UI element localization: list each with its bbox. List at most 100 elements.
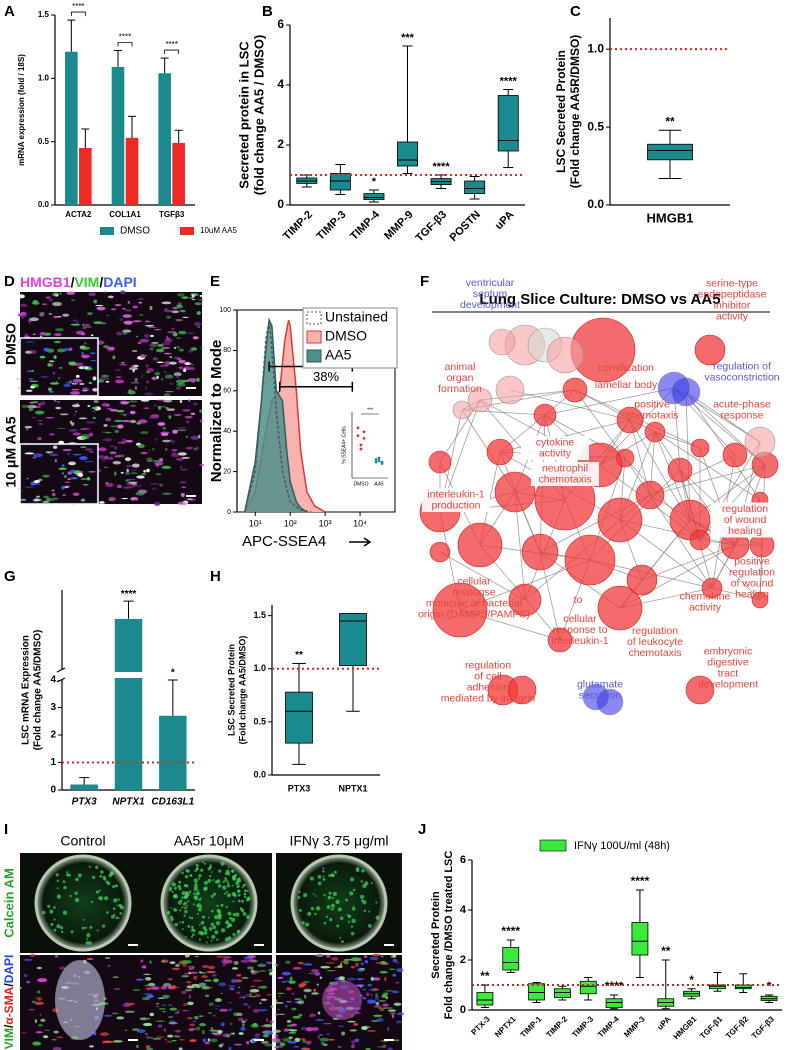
x-tick-label: NPTX1 [112, 797, 145, 808]
cell [224, 877, 227, 880]
cell [310, 906, 315, 911]
cell [176, 345, 180, 349]
cell [293, 1045, 300, 1048]
cell [365, 1048, 371, 1050]
panel-letter: F [420, 273, 429, 290]
cell [146, 994, 154, 999]
cell [197, 325, 201, 329]
cell [143, 973, 151, 976]
cell [32, 498, 40, 502]
cell [225, 905, 228, 909]
cell [107, 295, 114, 299]
cell [248, 995, 257, 998]
cell [144, 1033, 149, 1035]
cell [140, 431, 149, 434]
x-tick-label: MMP-9 [382, 209, 416, 243]
cell [179, 348, 184, 352]
x-tick-label: TGFβ3 [159, 210, 185, 219]
cell [183, 914, 186, 917]
cell [184, 906, 187, 910]
x-axis-arrow [349, 537, 372, 547]
cell [314, 912, 317, 916]
cell [203, 862, 207, 865]
cell [223, 880, 226, 883]
cell [130, 381, 140, 384]
box [647, 143, 693, 161]
cell [355, 962, 359, 967]
cell [123, 320, 133, 325]
y-axis-label: (Fold change AA5/DMSO) [33, 630, 44, 751]
gate-label: 38% [313, 369, 339, 384]
cell [59, 292, 62, 295]
cell [124, 1002, 129, 1004]
cell [239, 996, 246, 999]
x-tick-label: TGF-β1 [698, 1014, 725, 1041]
cell [259, 963, 264, 966]
cell [156, 399, 167, 401]
cell [176, 304, 183, 309]
term-label: regulation [729, 566, 775, 578]
cell [179, 399, 183, 404]
cell [161, 301, 172, 305]
cell [180, 366, 183, 370]
cell [263, 1030, 272, 1032]
cell [112, 1040, 123, 1043]
cell [363, 955, 368, 958]
cell [382, 1003, 389, 1007]
cell [100, 870, 104, 874]
network-node [546, 336, 584, 374]
cell [181, 896, 184, 899]
cell [298, 890, 301, 894]
x-tick-label: TIMP-1 [519, 1014, 544, 1039]
cell [226, 872, 231, 876]
cell [174, 922, 179, 927]
cell [307, 911, 312, 916]
cell [186, 1017, 194, 1020]
cell [202, 1038, 206, 1043]
term-label: chemotaxis [538, 473, 591, 485]
y-tick-label: 0 [460, 1004, 466, 1016]
cell [159, 483, 164, 487]
cell [66, 871, 69, 874]
cell [70, 323, 81, 326]
cell [120, 905, 124, 910]
cell [135, 335, 139, 338]
cell [238, 885, 241, 888]
cell [215, 1007, 218, 1010]
cell [285, 1000, 292, 1003]
cell [177, 884, 181, 889]
cell [166, 315, 172, 319]
cell [154, 438, 158, 441]
cell [382, 1044, 387, 1048]
x-axis-label: APC-SSEA4 [242, 533, 326, 550]
data-point [380, 460, 384, 464]
cell [55, 873, 59, 877]
cell [68, 361, 77, 365]
cell [316, 983, 320, 986]
cell [127, 478, 136, 481]
data-point [359, 443, 363, 447]
cell [53, 400, 57, 402]
cell [146, 460, 154, 462]
cell [40, 1018, 46, 1022]
network-node [547, 627, 573, 653]
cell [240, 1026, 246, 1031]
cell [375, 995, 379, 1001]
cell [210, 922, 215, 927]
bar [79, 148, 92, 205]
cell [315, 1019, 324, 1021]
cell [365, 992, 370, 997]
cell [210, 909, 214, 913]
cell [43, 495, 50, 499]
y-tick-label: 0.0 [253, 769, 266, 779]
cell [198, 938, 201, 941]
cell [58, 367, 63, 369]
cell [232, 878, 236, 882]
term-label: healing [735, 588, 769, 600]
cell [194, 1016, 199, 1020]
cell [316, 953, 323, 958]
cell [29, 953, 36, 958]
cell [24, 486, 35, 488]
cell [53, 1030, 59, 1034]
cell [104, 438, 112, 442]
